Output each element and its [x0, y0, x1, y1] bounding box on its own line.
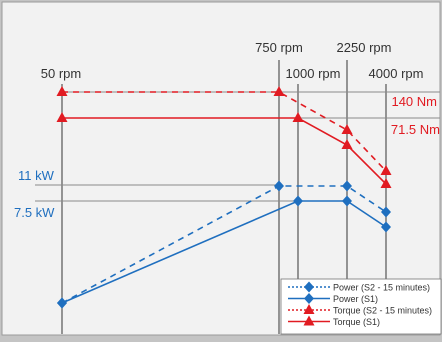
data-point-torque-s2-15-minutes-0	[56, 86, 68, 96]
data-point-torque-s1-3	[380, 178, 392, 188]
series-layer	[56, 86, 392, 309]
series-line-power-s1	[61, 200, 387, 304]
legend-items: Power (S2 - 15 minutes)Power (S1) Torque …	[288, 281, 432, 327]
data-point-power-s2-15-minutes-1	[274, 180, 284, 192]
legend-swatch-marker-torque-s1	[303, 315, 315, 326]
legend-label-power-s1: Power (S1)	[333, 294, 378, 304]
torque-71-label: 71.5 Nm	[391, 122, 440, 137]
data-point-torque-s2-15-minutes-3	[380, 165, 392, 175]
legend-swatch-marker-power-s2-15-minutes	[304, 281, 314, 293]
x-tick-label-50: 50 rpm	[41, 66, 81, 81]
data-point-power-s2-15-minutes-3	[381, 206, 391, 218]
series-line-power-s2-15-minutes	[61, 185, 387, 304]
data-point-torque-s1-2	[341, 139, 353, 149]
legend: Power (S2 - 15 minutes)Power (S1) Torque …	[280, 278, 442, 335]
x-tick-label-2250: 2250 rpm	[337, 40, 392, 55]
legend-swatch-marker-torque-s2-15-minutes	[303, 304, 315, 314]
data-point-torque-s2-15-minutes-2	[341, 124, 353, 134]
legend-label-power-s2-15-minutes: Power (S2 - 15 minutes)	[333, 283, 430, 293]
power-7-5-label: 7.5 kW	[14, 205, 55, 220]
legend-label-torque-s2-15-minutes: Torque (S2 - 15 minutes)	[333, 306, 432, 316]
data-point-torque-s1-1	[292, 112, 304, 122]
data-point-power-s1-2	[342, 195, 352, 207]
x-tick-label-750: 750 rpm	[255, 40, 303, 55]
series-line-torque-s1	[62, 117, 387, 185]
data-point-torque-s1-0	[56, 112, 68, 122]
legend-swatch-marker-power-s1	[304, 293, 314, 304]
data-point-power-s1-3	[381, 221, 391, 233]
data-point-power-s1-1	[293, 195, 303, 207]
x-tick-label-4000: 4000 rpm	[369, 66, 424, 81]
data-point-power-s1-0	[57, 297, 67, 309]
data-point-torque-s2-15-minutes-1	[273, 86, 285, 96]
data-point-power-s2-15-minutes-2	[342, 180, 352, 192]
power-11-label: 11 kW	[18, 168, 55, 183]
torque-140-label: 140 Nm	[391, 94, 437, 109]
x-tick-label-1000: 1000 rpm	[286, 66, 341, 81]
legend-label-torque-s1: Torque (S1)	[333, 317, 380, 327]
series-line-torque-s2-15-minutes	[62, 91, 387, 172]
